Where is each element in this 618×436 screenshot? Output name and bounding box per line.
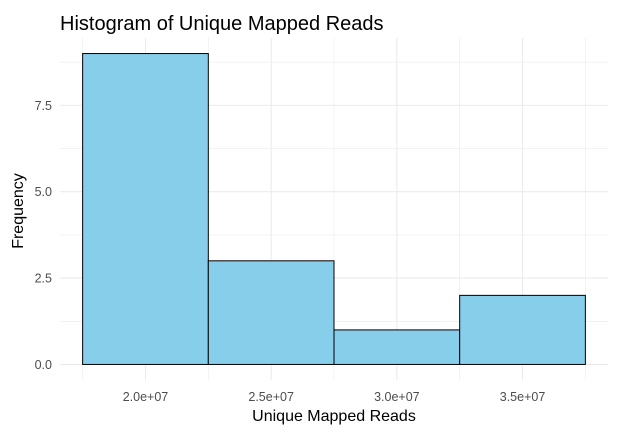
x-axis-title: Unique Mapped Reads [252, 408, 416, 425]
y-tick-label: 0.0 [35, 358, 52, 372]
histogram-bar [333, 329, 461, 365]
histogram-bar [82, 53, 209, 365]
x-tick-label: 3.5e+07 [500, 390, 546, 404]
chart-title: Histogram of Unique Mapped Reads [60, 13, 384, 35]
y-tick-label: 5.0 [35, 185, 52, 199]
y-tick-label: 2.5 [35, 272, 52, 286]
x-tick-label: 3.0e+07 [374, 390, 420, 404]
y-tick-label: 7.5 [35, 99, 52, 113]
histogram-bar [207, 260, 335, 365]
histogram-bar [459, 294, 586, 365]
bars [82, 53, 586, 365]
y-axis-title: Frequency [10, 173, 27, 249]
x-axis-ticks: 2.0e+07 2.5e+07 3.0e+07 3.5e+07 [123, 390, 546, 404]
x-tick-label: 2.0e+07 [123, 390, 169, 404]
y-axis-ticks: 0.0 2.5 5.0 7.5 [35, 99, 52, 372]
x-tick-label: 2.5e+07 [248, 390, 294, 404]
